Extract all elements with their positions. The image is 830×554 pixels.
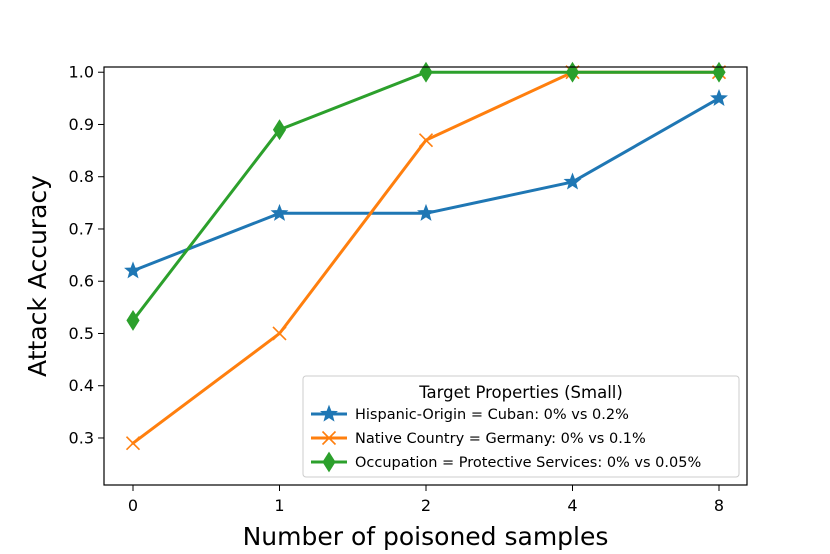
data-point	[563, 172, 582, 190]
y-tick-label: 0.7	[69, 219, 94, 238]
y-axis-label: Attack Accuracy	[23, 175, 52, 377]
data-point	[125, 436, 141, 451]
legend-marker	[321, 430, 337, 446]
y-axis-ticks: 0.3 0.4 0.5 0.6 0.7 0.8 0.9 1.0	[69, 63, 104, 447]
y-tick-label: 0.9	[69, 115, 94, 134]
series-3	[126, 61, 726, 331]
data-point	[565, 61, 580, 83]
y-tick-label: 0.4	[69, 376, 94, 395]
series-line	[131, 96, 721, 273]
y-tick-label: 0.3	[69, 428, 94, 447]
x-tick-label: 4	[567, 496, 577, 515]
y-tick-label: 0.5	[69, 324, 94, 343]
legend-label: Occupation = Protective Services: 0% vs …	[355, 455, 701, 471]
y-tick-label: 0.6	[69, 272, 94, 291]
data-point	[710, 88, 728, 106]
data-point	[270, 203, 289, 221]
legend-box	[302, 375, 740, 478]
y-tick-label: 0.8	[69, 167, 94, 186]
legend: Target Properties (Small) Hispanic-Origi…	[302, 375, 740, 478]
legend-marker	[320, 404, 338, 422]
legend-marker	[322, 451, 336, 473]
data-point	[272, 119, 287, 141]
series-1	[124, 88, 728, 279]
data-point	[126, 309, 140, 331]
legend-item: Occupation = Protective Services: 0% vs …	[311, 451, 701, 473]
x-axis-label: Number of poisoned samples	[243, 522, 609, 551]
x-tick-label: 8	[714, 496, 724, 515]
plot-data-layer	[124, 61, 728, 451]
series-line	[131, 70, 721, 322]
x-tick-label: 0	[128, 496, 138, 515]
data-point	[418, 133, 434, 148]
data-point	[272, 326, 287, 341]
data-point	[417, 203, 435, 221]
x-tick-label: 1	[274, 496, 284, 515]
x-tick-label: 2	[421, 496, 431, 515]
legend-label: Native Country = Germany: 0% vs 0.1%	[355, 431, 646, 447]
legend-label: Hispanic-Origin = Cuban: 0% vs 0.2%	[355, 407, 629, 423]
data-point	[124, 261, 142, 279]
legend-items: Hispanic-Origin = Cuban: 0% vs 0.2% Nativ…	[311, 404, 701, 473]
y-tick-label: 1.0	[69, 63, 94, 82]
data-point	[712, 61, 726, 83]
legend-item: Hispanic-Origin = Cuban: 0% vs 0.2%	[311, 404, 629, 423]
data-point	[419, 61, 433, 83]
legend-item: Native Country = Germany: 0% vs 0.1%	[311, 430, 646, 447]
legend-title: Target Properties (Small)	[418, 383, 623, 402]
x-axis-ticks: 0 1 2 4 8	[128, 485, 724, 515]
